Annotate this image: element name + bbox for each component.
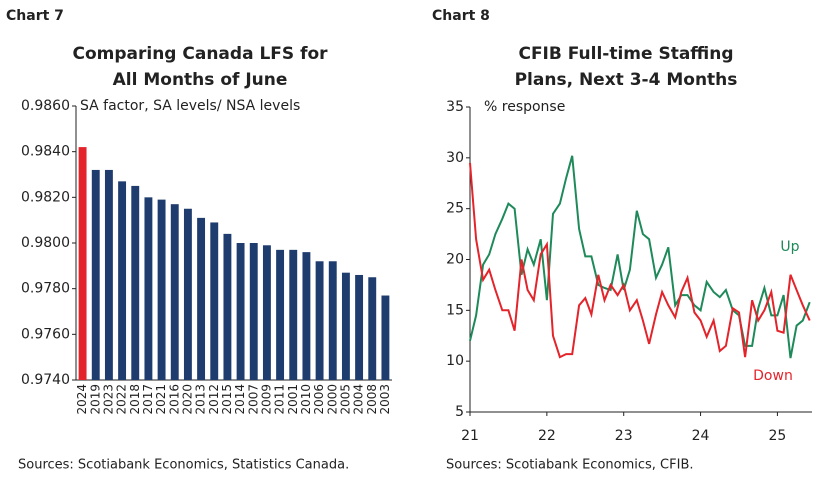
x-tick-label: 2009 bbox=[259, 384, 273, 415]
x-tick-label: 2011 bbox=[273, 384, 287, 415]
source: Sources: Scotiabank Economics, CFIB. bbox=[446, 458, 694, 473]
x-tick-label: 2020 bbox=[180, 384, 194, 415]
annotation: SA factor, SA levels/ NSA levels bbox=[80, 98, 300, 114]
x-tick-label: 2013 bbox=[194, 384, 208, 415]
x-tick-label: 24 bbox=[692, 428, 710, 444]
x-tick-label: 2019 bbox=[88, 384, 102, 415]
bar bbox=[223, 233, 232, 380]
chart-label: Chart 8 bbox=[432, 8, 490, 24]
y-tick-label: 0.9860 bbox=[21, 98, 70, 114]
bar bbox=[355, 274, 364, 380]
x-tick-label: 21 bbox=[461, 428, 479, 444]
y-tick-label: 20 bbox=[446, 252, 464, 268]
y-tick-label: 0.9820 bbox=[21, 189, 70, 205]
bar bbox=[170, 204, 179, 380]
bar bbox=[157, 199, 166, 380]
bar bbox=[197, 217, 206, 380]
chart-title: Comparing Canada LFS for bbox=[72, 44, 328, 64]
bar bbox=[328, 261, 337, 380]
y-axis-label: % response bbox=[484, 99, 565, 115]
x-tick-label: 2024 bbox=[75, 384, 89, 415]
y-tick-label: 25 bbox=[446, 201, 464, 217]
bar bbox=[91, 169, 100, 380]
bar bbox=[78, 147, 87, 380]
bar bbox=[249, 243, 258, 380]
x-tick-label: 2014 bbox=[233, 384, 247, 415]
x-tick-label: 2000 bbox=[325, 384, 339, 415]
bar bbox=[289, 249, 298, 380]
x-tick-label: 25 bbox=[769, 428, 787, 444]
bar bbox=[210, 222, 219, 380]
x-tick-label: 2010 bbox=[299, 384, 313, 415]
line-series bbox=[469, 155, 811, 359]
bar bbox=[144, 197, 153, 380]
y-tick-label: 0.9760 bbox=[21, 326, 70, 342]
bar bbox=[381, 295, 390, 380]
source: Sources: Scotiabank Economics, Statistic… bbox=[18, 458, 349, 473]
x-tick-label: 2022 bbox=[115, 384, 129, 415]
bar bbox=[236, 243, 245, 380]
x-tick-label: 2015 bbox=[220, 384, 234, 415]
bar bbox=[315, 261, 324, 380]
y-tick-label: 0.9740 bbox=[21, 372, 70, 388]
x-tick-label: 2008 bbox=[365, 384, 379, 415]
x-tick-label: 2005 bbox=[338, 384, 352, 415]
y-tick-label: 0.9800 bbox=[21, 235, 70, 251]
x-tick-label: 2021 bbox=[154, 384, 168, 415]
y-tick-label: 30 bbox=[446, 150, 464, 166]
x-tick-label: 2003 bbox=[378, 384, 392, 415]
series-label: Up bbox=[780, 239, 799, 255]
bar bbox=[104, 169, 113, 380]
bar bbox=[368, 277, 377, 380]
series-label: Down bbox=[753, 368, 793, 384]
bar bbox=[276, 249, 285, 380]
x-tick-label: 22 bbox=[538, 428, 556, 444]
bar bbox=[262, 245, 271, 380]
y-tick-label: 15 bbox=[446, 302, 464, 318]
line-series bbox=[469, 162, 811, 359]
x-tick-label: 2006 bbox=[312, 384, 326, 415]
x-tick-label: 2023 bbox=[101, 384, 115, 415]
y-tick-label: 35 bbox=[446, 99, 464, 115]
x-tick-label: 2017 bbox=[141, 384, 155, 415]
bar bbox=[302, 252, 311, 380]
x-tick-label: 2016 bbox=[167, 384, 181, 415]
y-tick-label: 0.9780 bbox=[21, 281, 70, 297]
chart-title: CFIB Full-time Staffing bbox=[518, 44, 733, 64]
x-tick-label: 2007 bbox=[246, 384, 260, 415]
y-tick-label: 0.9840 bbox=[21, 144, 70, 160]
y-tick-label: 10 bbox=[446, 353, 464, 369]
bar bbox=[118, 181, 127, 380]
chart-title: Plans, Next 3-4 Months bbox=[515, 70, 738, 90]
bar bbox=[183, 208, 192, 380]
bar bbox=[341, 272, 350, 380]
x-tick-label: 2001 bbox=[286, 384, 300, 415]
x-tick-label: 23 bbox=[615, 428, 633, 444]
chart-label: Chart 7 bbox=[6, 8, 64, 24]
x-tick-label: 2004 bbox=[352, 384, 366, 415]
x-tick-label: 2018 bbox=[128, 384, 142, 415]
bar bbox=[131, 185, 140, 380]
y-tick-label: 5 bbox=[455, 404, 464, 420]
x-tick-label: 2012 bbox=[207, 384, 221, 415]
chart-title: All Months of June bbox=[113, 70, 288, 90]
